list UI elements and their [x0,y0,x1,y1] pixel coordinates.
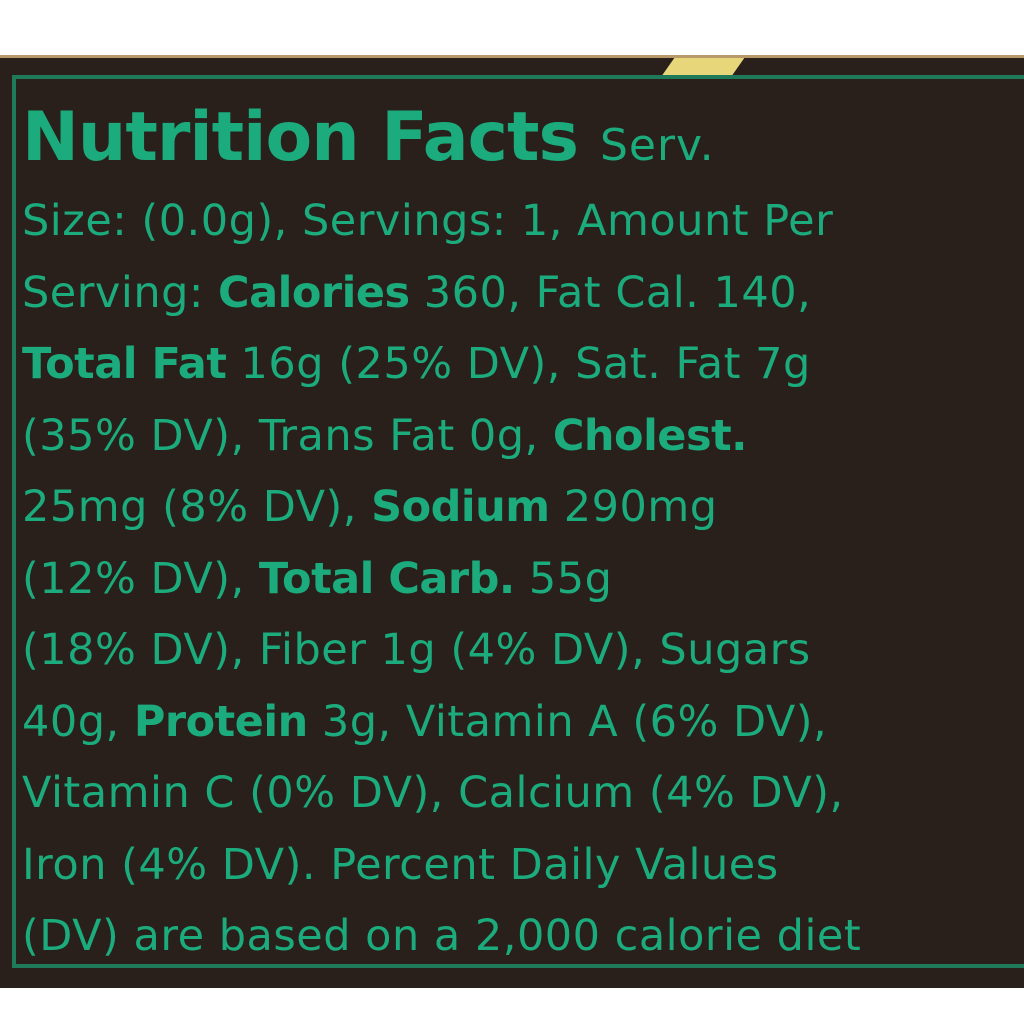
label-line: (DV) are based on a 2,000 calorie diet [22,901,1024,973]
label-line: 40g, Protein 3g, Vitamin A (6% DV), [22,687,1024,759]
yellow-accent-stripe [661,58,745,76]
nutrient-name: Total Fat [22,339,227,389]
label-border [12,75,1024,968]
label-text: Iron (4% DV). Percent Daily Values [22,839,779,890]
label-text: Size: (0.0g), Servings: 1, Amount Per [22,196,834,246]
label-text: 290mg [549,482,718,532]
nutrient-name: Calories [218,267,410,318]
label-text: 360, Fat Cal. 140, [409,267,812,318]
label-line: (18% DV), Fiber 1g (4% DV), Sugars [22,615,1024,687]
nutrient-name: Cholest. [552,410,748,461]
label-text: 25mg (8% DV), [22,482,372,532]
title-suffix: Serv. [599,120,715,171]
label-line: Total Fat 16g (25% DV), Sat. Fat 7g [22,329,1024,401]
label-text: (12% DV), [22,553,259,604]
label-title: Nutrition Facts Serv. [22,98,1024,186]
label-text: Vitamin C (0% DV), Calcium (4% DV), [22,768,844,818]
label-text: (35% DV), Trans Fat 0g, [22,410,553,461]
label-text: 40g, [22,696,134,747]
label-line: Serving: Calories 360, Fat Cal. 140, [22,258,1024,330]
label-text: (DV) are based on a 2,000 calorie diet [22,911,862,961]
nutrient-name: Protein [133,696,308,747]
nutrition-label-panel: Nutrition Facts Serv. Size: (0.0g), Servi… [0,55,1024,988]
label-text: (18% DV), Fiber 1g (4% DV), Sugars [22,625,811,675]
label-line: Vitamin C (0% DV), Calcium (4% DV), [22,758,1024,830]
label-text: 55g [514,553,613,604]
label-line: 25mg (8% DV), Sodium 290mg [22,472,1024,544]
title-text: Nutrition Facts [22,98,579,177]
label-line: Size: (0.0g), Servings: 1, Amount Per [22,186,1024,258]
label-text: 3g, Vitamin A (6% DV), [307,696,828,747]
label-line: (35% DV), Trans Fat 0g, Cholest. [22,401,1024,473]
label-line: (12% DV), Total Carb. 55g [22,544,1024,616]
label-lines: Size: (0.0g), Servings: 1, Amount Per Ser… [22,186,1024,973]
label-line: Iron (4% DV). Percent Daily Values [22,830,1024,902]
label-text: 16g (25% DV), Sat. Fat 7g [226,339,811,389]
nutrient-name: Total Carb. [258,553,515,604]
nutrition-facts-text: Nutrition Facts Serv. Size: (0.0g), Servi… [22,98,1024,973]
label-text: Serving: [22,267,219,318]
nutrient-name: Sodium [371,482,550,532]
